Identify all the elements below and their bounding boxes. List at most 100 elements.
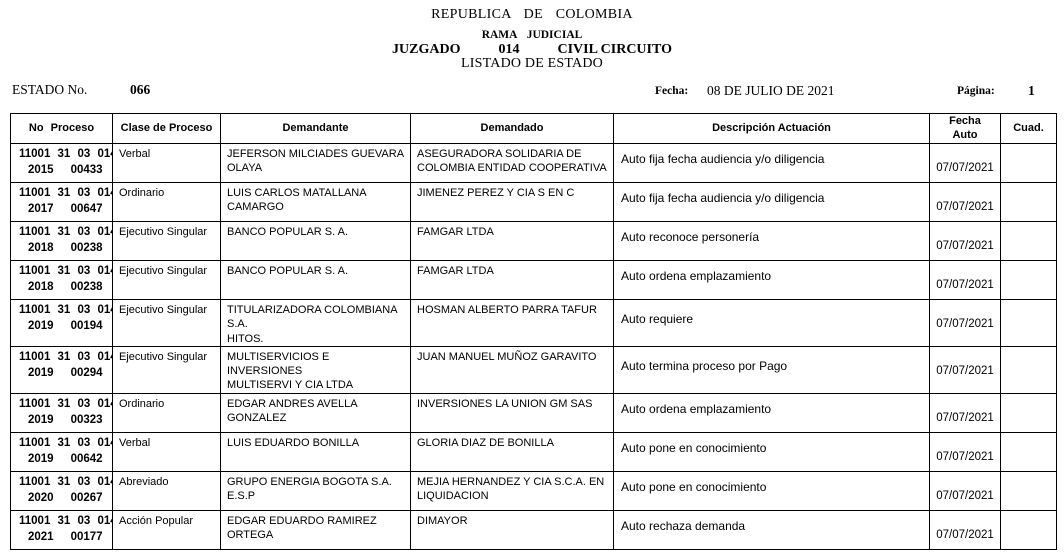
proceso-line1: 11001 31 03 014 [19, 514, 113, 527]
cell-demandante: JEFERSON MILCIADES GUEVARA OLAYA [220, 143, 411, 183]
col-header-fecha-auto: Fecha Auto [929, 113, 1001, 144]
cell-demandado: JUAN MANUEL MUÑOZ GARAVITO [410, 345, 614, 394]
court-title: JUZGADO 014 CIVIL CIRCUITO [0, 42, 1064, 58]
cell-clase-proceso: Verbal [112, 431, 221, 472]
proceso-year: 2020 [28, 491, 54, 504]
table-header-row: No Proceso Clase de Proceso Demandante D… [10, 113, 1057, 144]
pagina-label: Página: [957, 85, 995, 97]
fecha-label: Fecha: [655, 85, 689, 97]
table-row: 11001 31 03 014 2019 00294 Ejecutivo Sin… [10, 345, 1057, 394]
proceso-line2: 2019 00194 [19, 319, 108, 334]
cell-fecha-auto: 07/07/2021 [929, 509, 1001, 550]
proceso-year: 2019 [28, 413, 54, 426]
proceso-number: 00194 [70, 319, 103, 332]
proceso-number: 00294 [70, 366, 103, 379]
proceso-number: 00647 [70, 202, 103, 215]
estado-table-body: 11001 31 03 014 2015 00433 Verbal JEFERS… [10, 143, 1057, 550]
cell-cuad [1000, 260, 1057, 300]
cell-demandante: LUIS CARLOS MATALLANA CAMARGO [220, 182, 411, 222]
proceso-line1: 11001 31 03 014 [19, 226, 113, 238]
estado-number-label: ESTADO No. [12, 82, 88, 97]
table-row: 11001 31 03 014 2018 00238 Ejecutivo Sin… [10, 221, 1057, 261]
cell-clase-proceso: Abreviado [112, 470, 221, 511]
cell-clase-proceso: Ejecutivo Singular [112, 260, 221, 300]
cell-descripcion-actuacion: Auto ordena emplazamiento [613, 392, 930, 433]
col-header-fecha-line2: Auto [952, 128, 978, 141]
cell-demandado: GLORIA DIAZ DE BONILLA [410, 431, 614, 472]
cell-clase-proceso: Ejecutivo Singular [112, 299, 221, 347]
proceso-year: 2015 [28, 163, 54, 176]
country-title: REPUBLICA DE COLOMBIA [431, 7, 633, 22]
cell-cuad [1000, 299, 1057, 347]
cell-no-proceso: 11001 31 03 014 2019 00294 [10, 345, 113, 394]
proceso-year: 2018 [28, 241, 54, 254]
cell-fecha-auto: 07/07/2021 [929, 392, 1001, 433]
table-row: 11001 31 03 014 2020 00267 Abreviado GRU… [10, 470, 1057, 511]
cell-demandado: DIMAYOR [410, 509, 614, 550]
cell-fecha-auto: 07/07/2021 [929, 345, 1001, 394]
table-row: 11001 31 03 014 2015 00433 Verbal JEFERS… [10, 143, 1057, 183]
cell-fecha-auto: 07/07/2021 [929, 431, 1001, 472]
proceso-year: 2017 [28, 202, 54, 215]
table-header: No Proceso Clase de Proceso Demandante D… [10, 113, 1057, 144]
cell-fecha-auto: 07/07/2021 [929, 182, 1001, 222]
cell-demandante: BANCO POPULAR S. A. [220, 221, 411, 261]
cell-no-proceso: 11001 31 03 014 2019 00194 [10, 299, 113, 347]
cell-no-proceso: 11001 31 03 014 2015 00433 [10, 143, 113, 183]
proceso-year: 2019 [28, 319, 54, 332]
cell-clase-proceso: Ordinario [112, 392, 221, 433]
cell-cuad [1000, 345, 1057, 394]
cell-demandado: FAMGAR LTDA [410, 260, 614, 300]
proceso-line2: 2021 00177 [19, 530, 108, 545]
col-header-demandado: Demandado [410, 113, 614, 144]
proceso-line1: 11001 31 03 014 [19, 304, 113, 316]
cell-cuad [1000, 143, 1057, 183]
proceso-number: 00642 [70, 452, 103, 465]
col-header-clase-proceso: Clase de Proceso [112, 113, 221, 144]
proceso-number: 00238 [70, 241, 103, 254]
cell-descripcion-actuacion: Auto requiere [613, 299, 930, 347]
cell-no-proceso: 11001 31 03 014 2017 00647 [10, 182, 113, 222]
cell-demandado: INVERSIONES LA UNION GM SAS [410, 392, 614, 433]
cell-cuad [1000, 431, 1057, 472]
cell-no-proceso: 11001 31 03 014 2021 00177 [10, 509, 113, 550]
cell-demandante: BANCO POPULAR S. A. [220, 260, 411, 300]
proceso-number: 00267 [70, 491, 103, 504]
cell-demandante: LUIS EDUARDO BONILLA [220, 431, 411, 472]
cell-cuad [1000, 221, 1057, 261]
proceso-line2: 2017 00647 [19, 202, 108, 217]
proceso-line1: 11001 31 03 014 [19, 350, 113, 363]
cell-no-proceso: 11001 31 03 014 2019 00323 [10, 392, 113, 433]
proceso-number: 00177 [70, 530, 103, 543]
proceso-line1: 11001 31 03 014 [19, 436, 113, 449]
cell-cuad [1000, 182, 1057, 222]
court-type: CIVIL CIRCUITO [557, 42, 672, 57]
cell-clase-proceso: Ejecutivo Singular [112, 221, 221, 261]
cell-clase-proceso: Ordinario [112, 182, 221, 222]
table-row: 11001 31 03 014 2021 00177 Acción Popula… [10, 509, 1057, 550]
proceso-line1: 11001 31 03 014 [19, 148, 113, 160]
table-row: 11001 31 03 014 2019 00194 Ejecutivo Sin… [10, 299, 1057, 347]
cell-clase-proceso: Verbal [112, 143, 221, 183]
cell-descripcion-actuacion: Auto rechaza demanda [613, 509, 930, 550]
cell-demandado: MEJIA HERNANDEZ Y CIA S.C.A. EN LIQUIDAC… [410, 470, 614, 511]
cell-demandado: ASEGURADORA SOLIDARIA DE COLOMBIA ENTIDA… [410, 143, 614, 183]
col-header-no-proceso: No Proceso [10, 113, 113, 144]
proceso-year: 2021 [28, 530, 54, 543]
cell-demandante: MULTISERVICIOS E INVERSIONES MULTISERVI … [220, 345, 411, 394]
cell-cuad [1000, 392, 1057, 433]
estado-number-value: 066 [130, 82, 151, 97]
cell-demandado: HOSMAN ALBERTO PARRA TAFUR [410, 299, 614, 347]
cell-no-proceso: 11001 31 03 014 2018 00238 [10, 221, 113, 261]
col-header-fecha-line1: Fecha [949, 114, 981, 127]
proceso-number: 00323 [70, 413, 103, 426]
proceso-line1: 11001 31 03 014 [19, 187, 113, 199]
proceso-line2: 2019 00323 [19, 413, 108, 428]
cell-demandante: GRUPO ENERGIA BOGOTA S.A. E.S.P [220, 470, 411, 511]
cell-descripcion-actuacion: Auto ordena emplazamiento [613, 260, 930, 300]
cell-descripcion-actuacion: Auto pone en conocimiento [613, 470, 930, 511]
table-row: 11001 31 03 014 2019 00323 Ordinario EDG… [10, 392, 1057, 433]
cell-fecha-auto: 07/07/2021 [929, 143, 1001, 183]
proceso-line2: 2019 00294 [19, 366, 108, 381]
